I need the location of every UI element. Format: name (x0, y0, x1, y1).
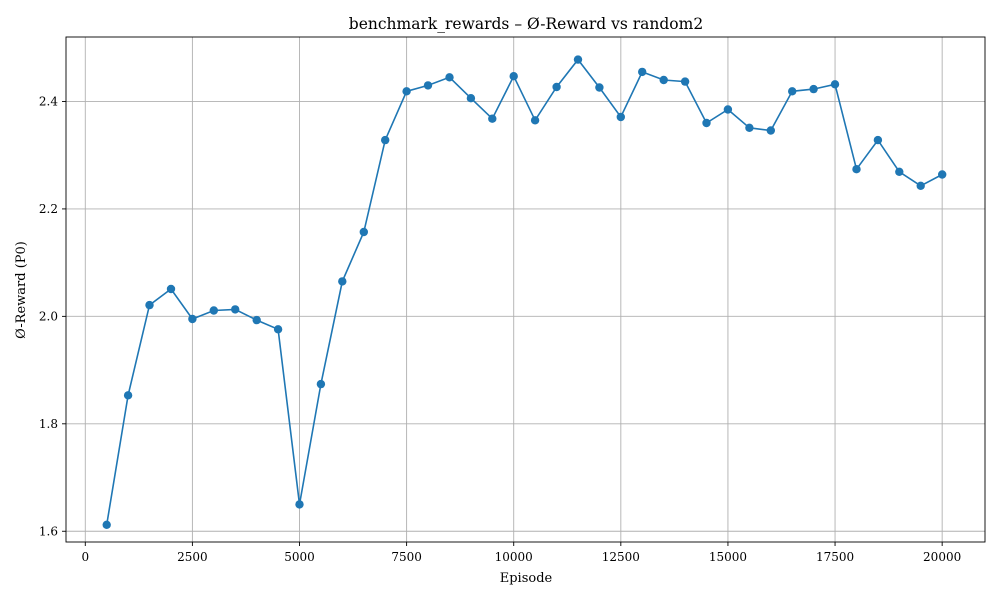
data-point (188, 314, 197, 324)
data-point (895, 167, 904, 176)
data-point (423, 81, 433, 90)
x-axis: 0 2500 5000 7500 10000 12500 15000 17500 20000 (81, 542, 961, 564)
data-point (916, 181, 925, 190)
data-point (723, 105, 733, 114)
y-tick-label: 2.0 (39, 309, 58, 323)
y-axis-label: Ø-Reward (P0) (14, 241, 29, 339)
x-tick-label: 12500 (602, 550, 640, 564)
y-tick-label: 2.4 (39, 94, 58, 108)
data-point (123, 391, 133, 400)
data-point (809, 84, 818, 94)
data-point (509, 72, 518, 81)
data-point (338, 277, 347, 286)
x-tick-label: 2500 (177, 550, 208, 564)
x-tick-label: 15000 (709, 550, 747, 564)
x-tick-label: 17500 (816, 550, 854, 564)
data-point (209, 306, 218, 315)
y-tick-label: 2.2 (39, 202, 58, 216)
x-tick-label: 0 (81, 550, 89, 564)
data-point (766, 126, 775, 135)
data-point (873, 135, 883, 145)
data-point (316, 379, 326, 389)
data-point (830, 80, 840, 89)
data-point (359, 227, 368, 237)
data-point (466, 94, 476, 103)
data-point (488, 114, 497, 123)
chart-title: benchmark_rewards – Ø-Reward vs random2 (349, 15, 703, 33)
data-point (788, 87, 797, 96)
data-point (938, 170, 947, 179)
data-point (680, 77, 690, 86)
y-tick-label: 1.6 (39, 524, 58, 538)
data-point (702, 118, 711, 128)
x-tick-label: 10000 (495, 550, 533, 564)
data-point (295, 500, 304, 509)
data-point (445, 73, 454, 82)
data-points (102, 55, 947, 529)
data-point (595, 83, 604, 92)
data-point (273, 325, 283, 334)
grid-lines (66, 37, 985, 542)
x-tick-label: 20000 (923, 550, 961, 564)
x-tick-label: 7500 (391, 550, 422, 564)
data-point (852, 165, 861, 174)
series-line (105, 58, 943, 525)
data-point (638, 67, 647, 77)
data-point (102, 520, 111, 529)
data-point (402, 87, 411, 96)
data-point (166, 284, 176, 294)
data-point (616, 112, 625, 122)
data-point (231, 305, 240, 314)
data-point (659, 75, 668, 85)
x-tick-label: 5000 (284, 550, 315, 564)
data-point (573, 55, 583, 64)
data-point (145, 300, 154, 310)
x-axis-label: Episode (500, 571, 553, 586)
y-tick-label: 1.8 (39, 417, 58, 431)
data-point (381, 135, 390, 145)
y-axis: 1.6 1.8 2.0 2.2 2.4 (39, 94, 66, 538)
data-point (745, 123, 754, 132)
plot-area (65, 36, 986, 543)
data-point (252, 315, 261, 325)
data-point (552, 82, 561, 92)
data-point (530, 116, 540, 125)
